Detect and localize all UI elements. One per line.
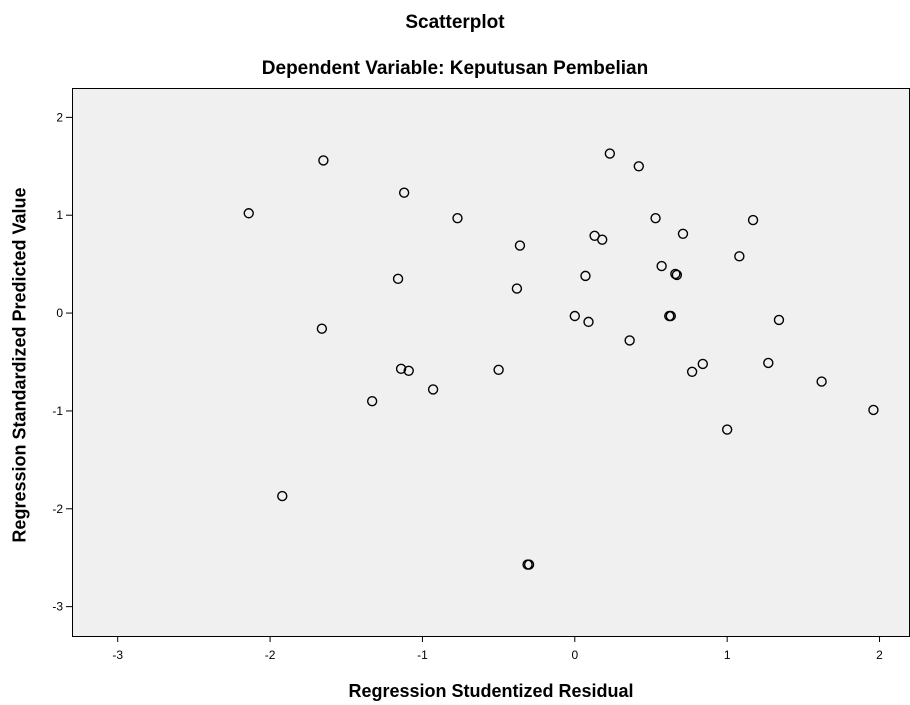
scatter-point [514, 240, 526, 251]
scatter-point [671, 269, 683, 281]
scatter-point [677, 228, 689, 240]
y-tick-label: 0 [56, 306, 63, 320]
x-axis-label: Regression Studentized Residual [348, 681, 634, 701]
chart-title: Scatterplot [405, 12, 505, 33]
scatter-point [597, 234, 608, 245]
y-tick-label: 2 [56, 110, 63, 124]
scatter-point [243, 208, 254, 219]
scatter-point [452, 212, 463, 224]
scatter-point [403, 365, 414, 377]
scatter-point [773, 314, 785, 326]
scatter-point [580, 270, 591, 282]
y-axis-label: Regression Standardized Predicted Value [9, 187, 30, 543]
scatter-point [318, 155, 329, 166]
scatter-point [604, 148, 616, 159]
y-tick-label: -1 [52, 404, 63, 418]
scatter-point [734, 251, 745, 262]
y-tick-label: 1 [56, 208, 63, 222]
scatter-point [395, 363, 407, 375]
scatter-point [277, 490, 288, 502]
scatter-point [868, 404, 879, 416]
scatter-point [624, 335, 635, 346]
y-axis-ticks: -3 -2 -1 0 1 2 [52, 110, 72, 614]
x-axis-ticks: -3 -2 -1 0 1 2 [112, 636, 883, 662]
scatter-point [670, 268, 681, 280]
scatter-point [392, 273, 404, 285]
scatter-point [427, 384, 439, 395]
scatter-point [316, 323, 328, 334]
scatter-point [665, 310, 676, 322]
x-tick-label: 1 [724, 648, 731, 662]
scatter-point [721, 424, 733, 435]
scatter-point [511, 283, 523, 294]
scatter-point [747, 214, 759, 226]
scatter-point [697, 358, 708, 370]
scatter-point [583, 316, 594, 328]
scatter-point [650, 212, 661, 224]
scatter-point [816, 376, 827, 387]
y-tick-label: -2 [52, 502, 63, 516]
chart-subtitle: Dependent Variable: Keputusan Pembelian [261, 58, 649, 79]
x-tick-label: -1 [417, 648, 428, 662]
scatter-point [633, 161, 644, 172]
scatter-point [493, 364, 504, 376]
data-points [243, 148, 879, 570]
scatter-point [398, 187, 410, 198]
scatter-point [523, 559, 535, 570]
y-tick-label: -3 [52, 600, 63, 614]
x-tick-label: 0 [571, 648, 578, 662]
scatter-point [366, 395, 378, 407]
x-tick-label: -3 [112, 648, 123, 662]
x-tick-label: 2 [876, 648, 883, 662]
plot-area [72, 88, 910, 637]
scatter-point [569, 310, 580, 322]
scatter-point [656, 260, 667, 272]
scatter-point [763, 357, 774, 369]
scatter-point [686, 366, 698, 377]
x-tick-label: -2 [265, 648, 276, 662]
